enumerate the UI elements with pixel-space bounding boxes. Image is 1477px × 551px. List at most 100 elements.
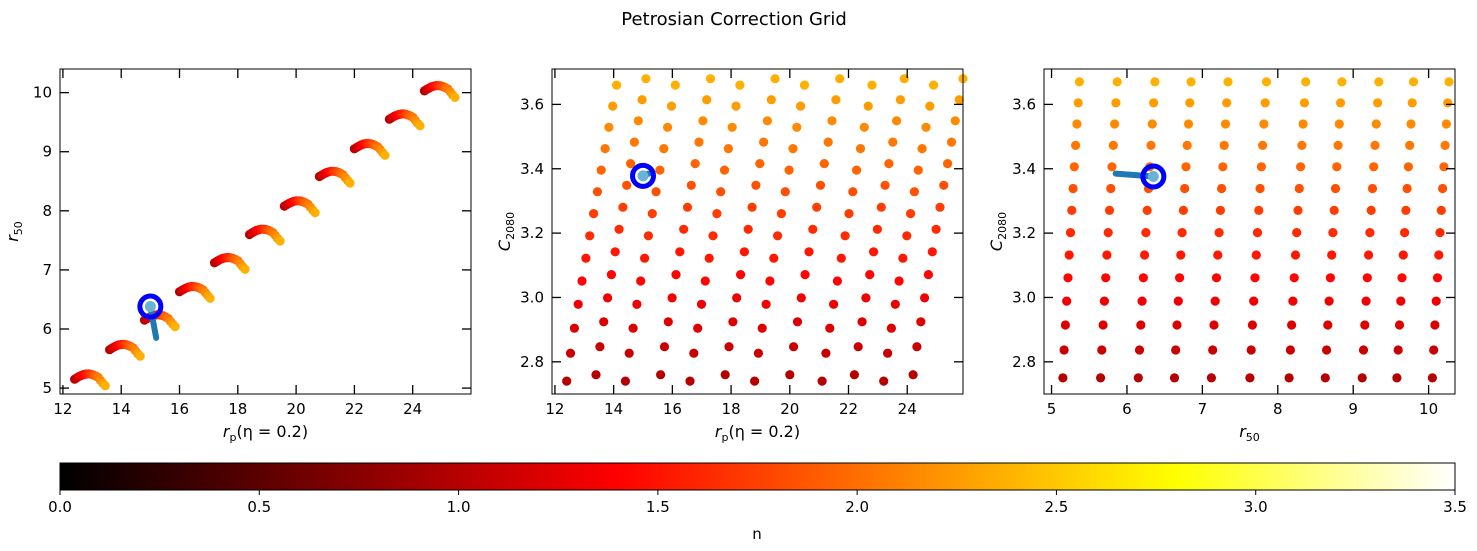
model-point xyxy=(1073,98,1083,108)
model-point xyxy=(804,247,814,257)
model-point xyxy=(757,323,767,333)
highlight-marker xyxy=(630,162,657,189)
model-point xyxy=(1402,183,1412,194)
model-point xyxy=(606,270,617,280)
model-point xyxy=(600,144,610,154)
model-point xyxy=(1176,250,1186,260)
x-tick-label: 18 xyxy=(722,400,741,418)
y-tick-label: 3.6 xyxy=(1012,95,1036,113)
model-point xyxy=(1292,228,1302,238)
y-tick-label: 3.6 xyxy=(520,95,544,113)
x-tick-label: 12 xyxy=(545,400,564,418)
model-point xyxy=(1441,119,1451,129)
model-point xyxy=(1435,228,1445,238)
x-tick-label: 22 xyxy=(839,400,858,418)
model-point xyxy=(800,270,810,280)
model-point xyxy=(599,317,609,327)
model-point xyxy=(1403,162,1413,172)
model-point xyxy=(636,276,646,286)
figure-title: Petrosian Correction Grid xyxy=(621,9,847,30)
model-point xyxy=(1323,320,1333,330)
model-point xyxy=(628,323,638,333)
model-point xyxy=(931,224,941,234)
model-point xyxy=(641,74,651,84)
model-point xyxy=(1371,119,1381,129)
model-point xyxy=(1223,77,1233,87)
model-point xyxy=(1072,119,1082,129)
model-point xyxy=(694,137,704,147)
x-tick-label: 16 xyxy=(663,400,682,418)
model-point xyxy=(1285,345,1295,355)
model-point xyxy=(1369,162,1379,172)
y-tick-label: 2.8 xyxy=(1012,353,1036,371)
model-point xyxy=(867,80,877,90)
model-point xyxy=(852,165,862,175)
model-point xyxy=(380,150,390,160)
model-point xyxy=(808,224,818,234)
model-point xyxy=(1182,140,1192,150)
model-point xyxy=(739,247,750,257)
model-point xyxy=(1400,228,1410,238)
model-point xyxy=(855,144,866,154)
model-point xyxy=(1247,320,1257,330)
model-point xyxy=(671,270,681,280)
model-point xyxy=(1209,320,1219,330)
model-point xyxy=(1370,140,1380,150)
model-point xyxy=(912,342,922,352)
correction-connector xyxy=(1112,170,1157,180)
model-point xyxy=(693,323,703,333)
y-axis-label: r50 xyxy=(3,221,25,242)
model-point xyxy=(865,270,875,280)
model-point xyxy=(1169,373,1180,383)
model-point xyxy=(275,236,285,246)
model-point xyxy=(415,121,425,131)
model-point xyxy=(835,74,845,84)
colorbar: n 0.0 0.5 1.0 1.5 2.0 2.5 3.0 3.5 xyxy=(48,462,1467,543)
x-axis-label: rp(η = 0.2) xyxy=(715,422,800,444)
model-point xyxy=(1136,320,1146,330)
model-point xyxy=(1059,345,1069,355)
model-point xyxy=(632,299,642,309)
model-point xyxy=(921,122,931,132)
y-tick-label: 2.8 xyxy=(520,353,544,371)
model-point xyxy=(895,95,906,105)
model-point xyxy=(666,101,677,111)
y-tick-label: 3.4 xyxy=(520,160,544,178)
model-point xyxy=(170,322,180,332)
x-tick-label: 5 xyxy=(1047,400,1057,418)
model-point xyxy=(817,376,827,386)
model-point xyxy=(784,165,794,175)
model-point xyxy=(1065,228,1076,238)
model-point xyxy=(670,80,680,90)
model-point xyxy=(792,317,803,327)
model-point xyxy=(1443,98,1453,108)
model-point xyxy=(1058,373,1068,383)
model-point xyxy=(1373,98,1383,108)
model-point xyxy=(1101,273,1111,283)
model-point xyxy=(1103,228,1113,238)
model-point xyxy=(1324,296,1334,306)
model-point xyxy=(898,253,908,263)
model-point xyxy=(1299,98,1309,108)
model-point xyxy=(831,95,841,105)
model-point xyxy=(876,202,886,212)
model-point xyxy=(1288,296,1298,306)
model-point xyxy=(812,202,822,212)
model-point xyxy=(1173,296,1183,306)
model-point xyxy=(1364,250,1374,260)
y-tick-label: 3.2 xyxy=(1012,224,1036,242)
x-tick-label: 14 xyxy=(604,400,623,418)
model-point xyxy=(1444,77,1454,87)
model-point xyxy=(675,247,685,257)
model-point xyxy=(724,342,734,352)
model-point xyxy=(612,80,622,90)
model-point xyxy=(1137,296,1147,306)
model-point xyxy=(840,231,850,241)
y-tick-label: 5 xyxy=(42,379,52,397)
model-point xyxy=(1427,373,1437,383)
model-point xyxy=(769,253,779,263)
model-point xyxy=(577,276,587,286)
model-point xyxy=(1214,228,1224,238)
colorbar-tick-label: 0.5 xyxy=(247,498,271,516)
model-point xyxy=(1436,205,1446,215)
